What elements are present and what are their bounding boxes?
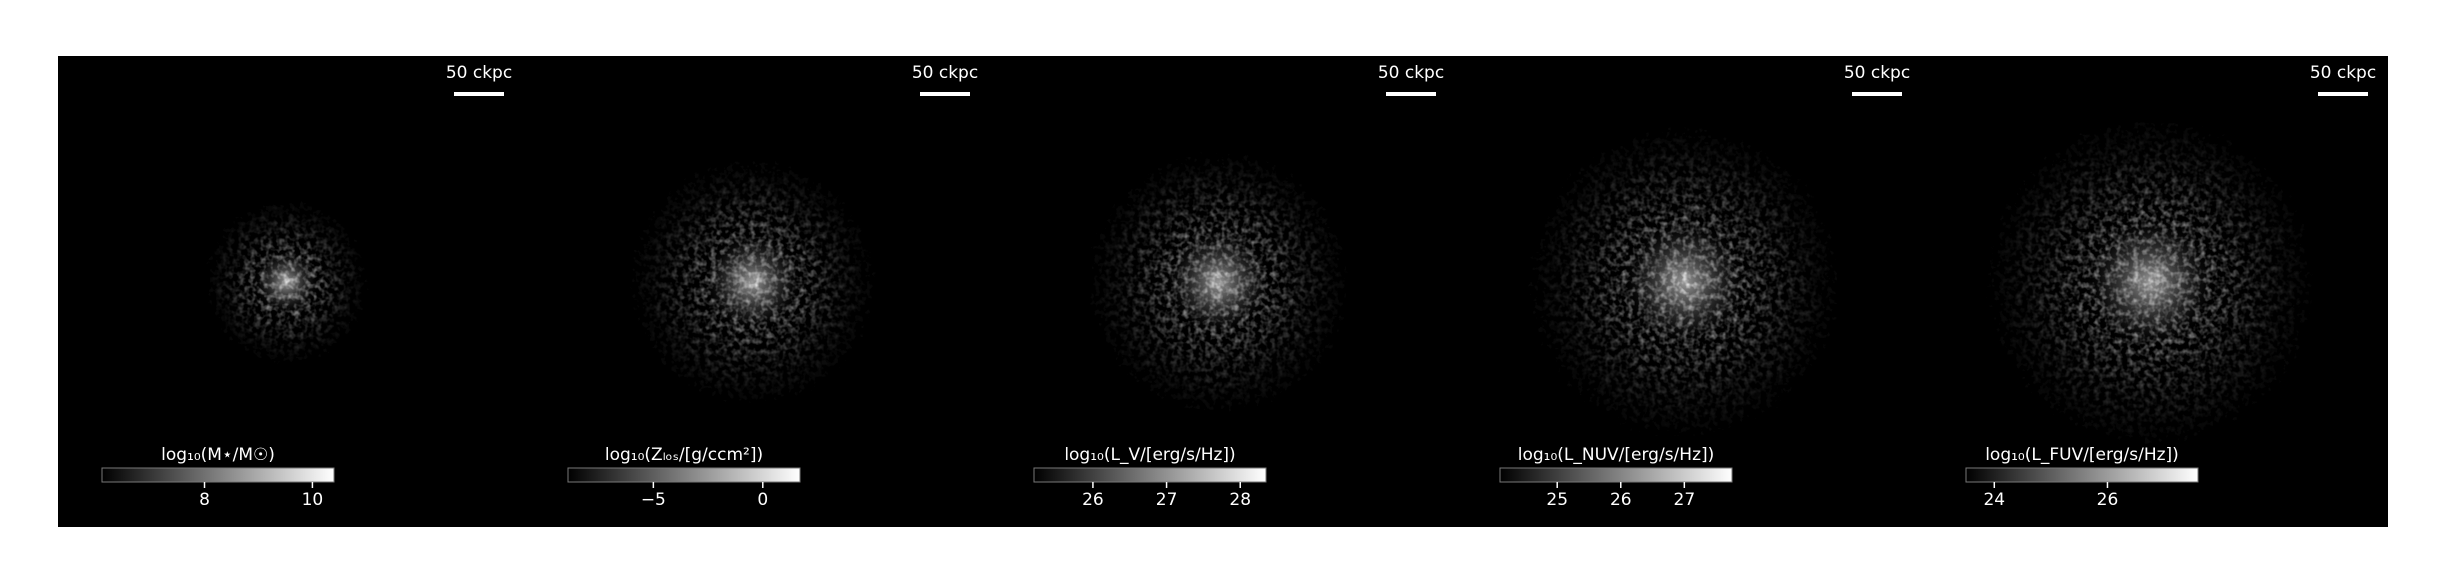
colorbar-label: log₁₀(Zₗₒₛ/[g/ccm²]): [605, 445, 763, 465]
colorbar: [101, 467, 335, 483]
colorbar: [1033, 467, 1267, 483]
colorbar-tick-label: 27: [1156, 490, 1178, 510]
colorbar: [567, 467, 801, 483]
colorbar-label: log₁₀(L_NUV/[erg/s/Hz]): [1518, 445, 1715, 465]
colorbar-tick-label: −5: [641, 490, 666, 510]
colorbar: [1965, 467, 2199, 483]
colorbar-tick-label: 8: [199, 490, 210, 510]
colorbar-label: log₁₀(L_V/[erg/s/Hz]): [1064, 445, 1235, 465]
colorbar-tick-label: 28: [1229, 490, 1251, 510]
colorbar-label: log₁₀(M⋆/M☉): [161, 445, 275, 465]
galaxy-core: [1166, 229, 1271, 335]
colorbar-tick-label: 0: [757, 490, 768, 510]
colorbar-tick-label: 26: [1082, 490, 1104, 510]
colorbar-tick-label: 26: [2097, 490, 2119, 510]
scale-bar-label: 50 ckpc: [2310, 63, 2376, 83]
colorbar-tick-label: 25: [1546, 490, 1568, 510]
colorbar: [1499, 467, 1733, 483]
scale-bar-label: 50 ckpc: [912, 63, 978, 83]
scale-bar-label: 50 ckpc: [446, 63, 512, 83]
colorbar-tick-label: 10: [302, 490, 324, 510]
colorbar-tick-label: 24: [1983, 490, 2005, 510]
colorbar-label: log₁₀(L_FUV/[erg/s/Hz]): [1985, 445, 2179, 465]
galaxy-core: [253, 249, 319, 315]
scale-bar-label: 50 ckpc: [1844, 63, 1910, 83]
galaxy-core: [2085, 216, 2216, 348]
colorbar-tick-label: 27: [1674, 490, 1696, 510]
colorbar-tick-label: 26: [1610, 490, 1632, 510]
galaxy-core: [1622, 220, 1747, 345]
galaxy-core: [703, 233, 802, 332]
scale-bar-label: 50 ckpc: [1378, 63, 1444, 83]
